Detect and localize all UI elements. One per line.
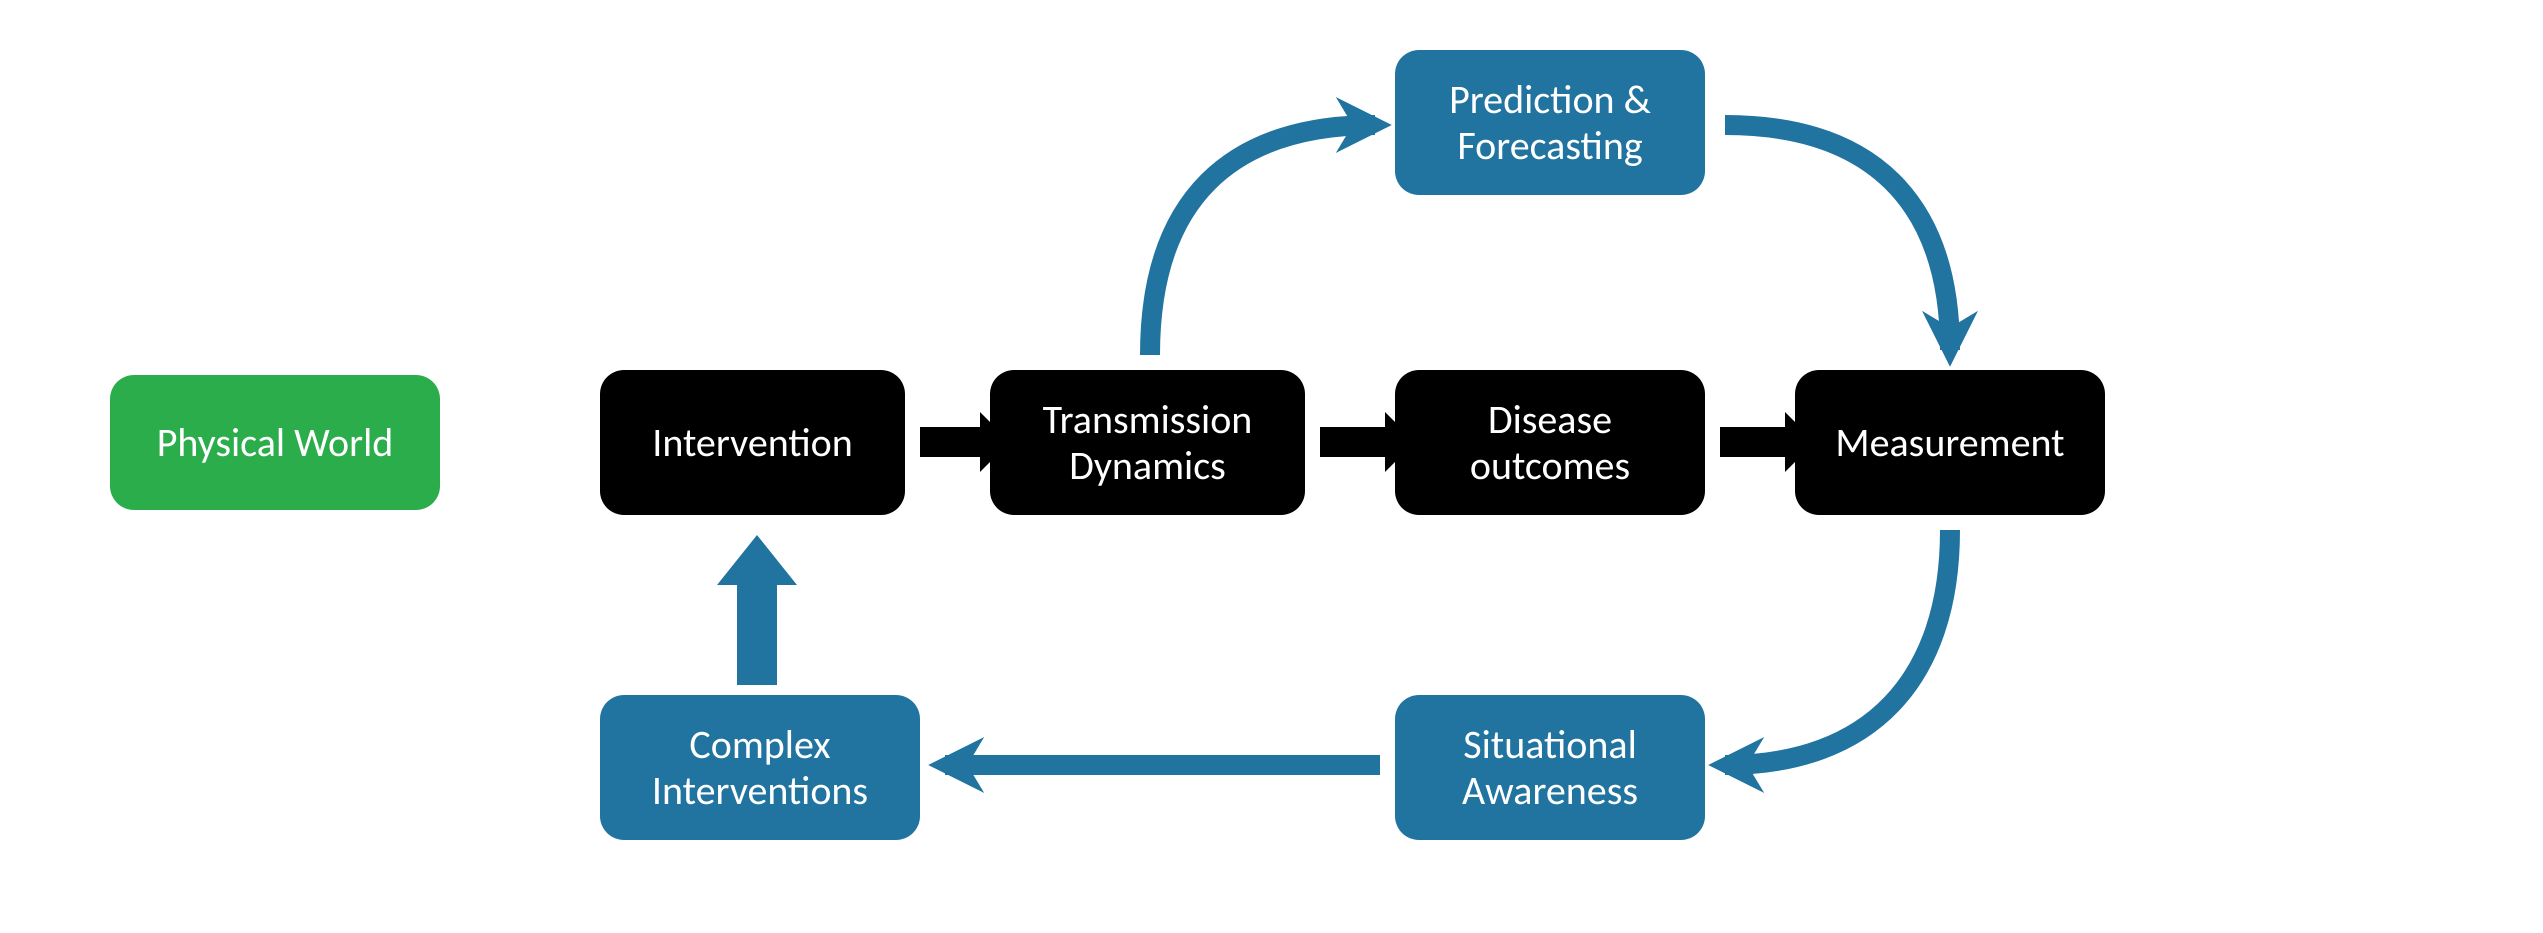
node-complex-interventions: Complex Interventions bbox=[600, 695, 920, 840]
node-label: Complex Interventions bbox=[618, 722, 902, 814]
edge-e-prediction-measurement bbox=[1725, 125, 1950, 350]
node-measurement: Measurement bbox=[1795, 370, 2105, 515]
node-situational-awareness: Situational Awareness bbox=[1395, 695, 1705, 840]
node-label: Situational Awareness bbox=[1413, 722, 1687, 814]
node-transmission-dynamics: Transmission Dynamics bbox=[990, 370, 1305, 515]
node-intervention: Intervention bbox=[600, 370, 905, 515]
node-prediction-forecasting: Prediction & Forecasting bbox=[1395, 50, 1705, 195]
node-label: Transmission Dynamics bbox=[1008, 397, 1287, 489]
node-label: Disease outcomes bbox=[1413, 397, 1687, 489]
diagram-canvas: Physical World Intervention Transmission D… bbox=[0, 0, 2543, 933]
node-label: Measurement bbox=[1835, 420, 2064, 466]
edge-e-measurement-situational bbox=[1725, 530, 1950, 765]
edge-e-transmission-prediction bbox=[1150, 125, 1375, 355]
node-label: Intervention bbox=[652, 420, 853, 466]
node-label: Physical World bbox=[157, 420, 394, 466]
node-physical-world: Physical World bbox=[110, 375, 440, 510]
edge-e-complex-intervention bbox=[717, 535, 797, 685]
node-disease-outcomes: Disease outcomes bbox=[1395, 370, 1705, 515]
node-label: Prediction & Forecasting bbox=[1413, 77, 1687, 169]
